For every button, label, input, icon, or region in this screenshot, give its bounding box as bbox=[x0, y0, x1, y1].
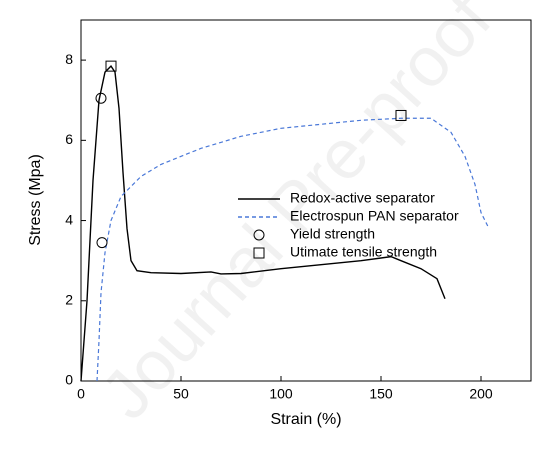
series-line bbox=[80, 65, 446, 382]
marker bbox=[253, 229, 265, 241]
y-tick-label: 2 bbox=[65, 291, 73, 307]
plot-frame bbox=[80, 19, 532, 382]
marker bbox=[253, 247, 265, 259]
legend-label: Redox-active separator bbox=[290, 190, 435, 206]
y-tick-label: 6 bbox=[65, 131, 73, 147]
y-tick-label: 0 bbox=[65, 372, 73, 388]
x-tick-label: 0 bbox=[77, 386, 85, 402]
y-axis-label: Stress (Mpa) bbox=[27, 154, 44, 246]
marker bbox=[95, 92, 107, 104]
marker bbox=[395, 109, 407, 121]
marker bbox=[105, 60, 117, 72]
series-line bbox=[96, 117, 490, 382]
x-axis-label: Strain (%) bbox=[270, 411, 341, 428]
legend-label: Yield strength bbox=[290, 226, 375, 242]
x-tick-label: 200 bbox=[469, 386, 493, 402]
y-tick-label: 8 bbox=[65, 51, 73, 67]
x-tick-label: 50 bbox=[173, 386, 189, 402]
legend-label: Electrospun PAN separator bbox=[290, 208, 459, 224]
x-tick-label: 150 bbox=[369, 386, 393, 402]
legend-label: Utimate tensile strength bbox=[290, 244, 437, 260]
y-tick-label: 4 bbox=[65, 211, 73, 227]
marker bbox=[96, 237, 108, 249]
x-tick-label: 100 bbox=[269, 386, 293, 402]
